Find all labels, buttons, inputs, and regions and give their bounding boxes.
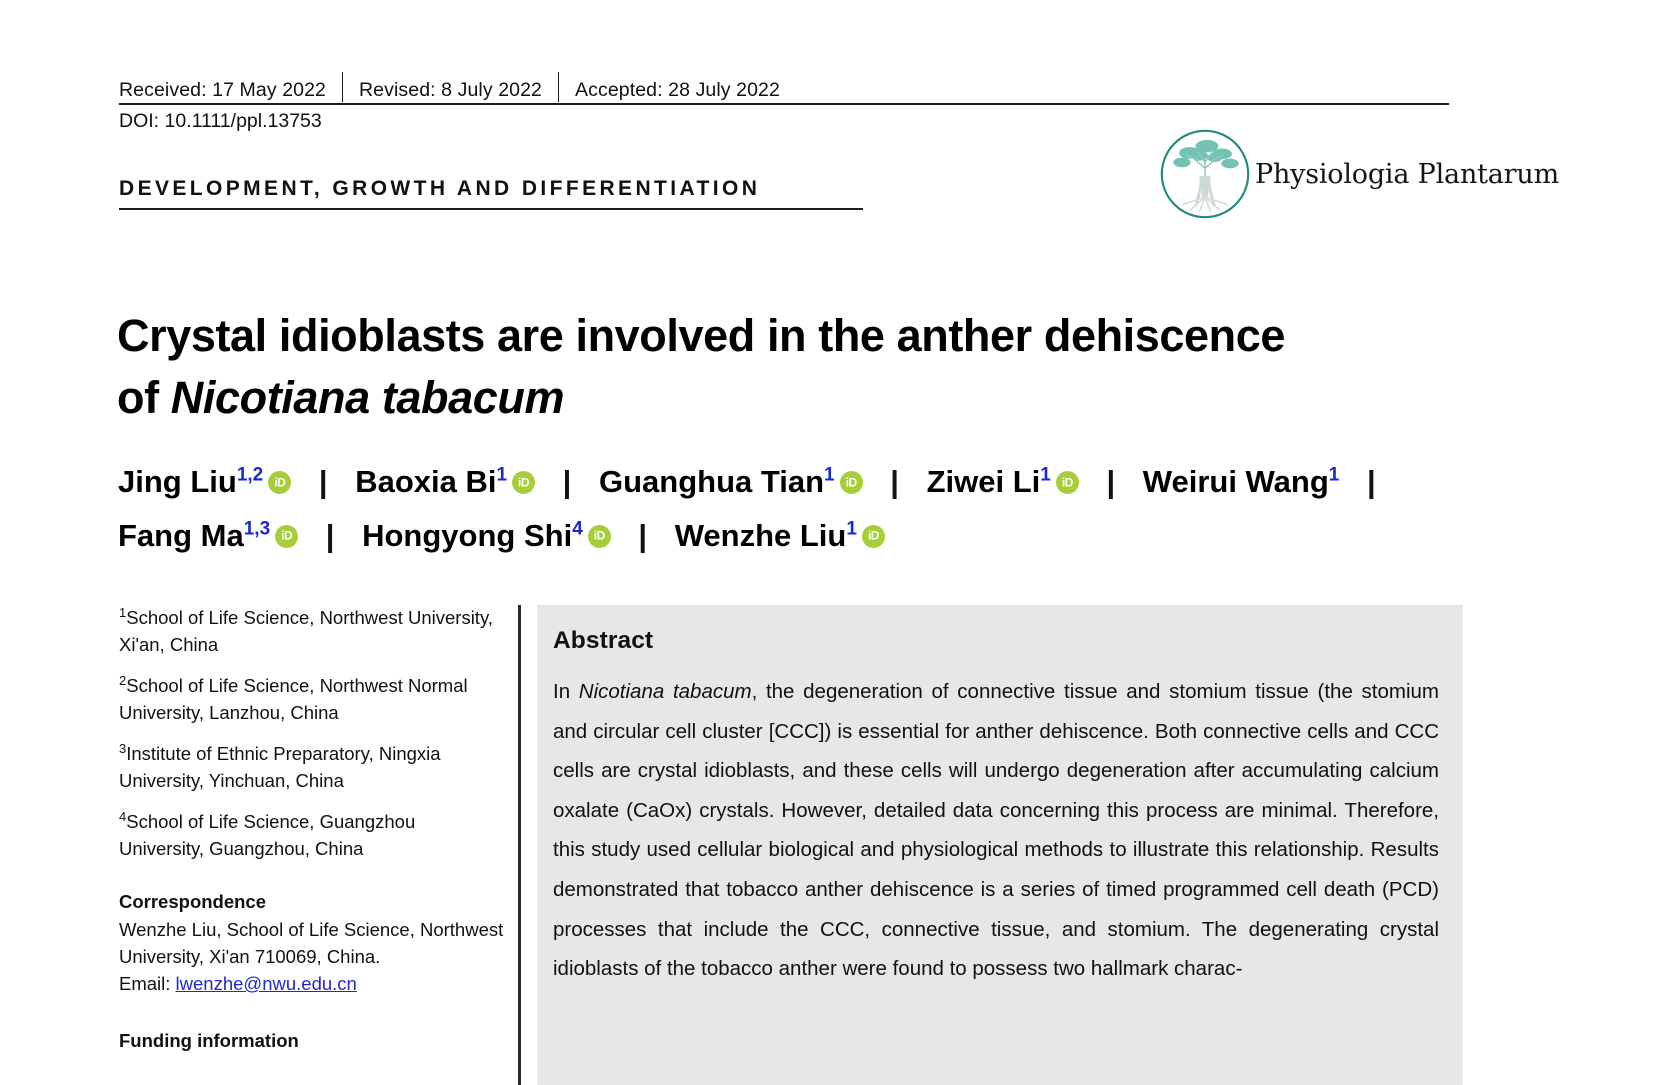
author-row-2: Fang Ma1,3 | Hongyong Shi4 | Wenzhe Liu1 [118,505,1448,558]
abstract-intro: In [553,680,579,703]
email-link[interactable]: lwenzhe@nwu.edu.cn [175,973,357,994]
author-separator: | [325,517,335,553]
author-affiliation-sup: 1,3 [243,518,271,540]
author-affiliation-sup: 4 [572,518,583,540]
orcid-icon[interactable] [275,524,299,548]
affiliation-item: 3Institute of Ethnic Preparatory, Ningxi… [119,740,504,794]
journal-logo: Physiologia Plantarum [1157,124,1559,224]
affiliation-text: Institute of Ethnic Preparatory, Ningxia… [119,743,441,791]
affiliation-number: 3 [119,740,127,756]
author-separator: | [638,517,648,553]
author-name: Jing Liu [118,464,237,500]
author-name: Wenzhe Liu [674,517,847,553]
article-section-label: DEVELOPMENT, GROWTH AND DIFFERENTIATION [119,177,761,200]
received-date: Received: 17 May 2022 [119,79,326,101]
abstract-heading: Abstract [553,627,654,654]
title-species: Nicotiana tabacum [170,372,565,424]
author-separator: | [890,464,899,500]
author-affiliation-sup: 1 [496,465,508,486]
affiliation-item: 4School of Life Science, Guangzhou Unive… [119,808,504,862]
affiliation-text: School of Life Science, Guangzhou Univer… [119,811,416,859]
orcid-icon[interactable] [587,524,611,548]
affiliation-number: 4 [119,808,127,824]
abstract-body: , the degeneration of connective tissue … [553,680,1439,981]
email-label: Email: [119,973,176,994]
date-divider [558,72,560,102]
section-label-rule [119,208,863,210]
author-hongyong-shi[interactable]: Hongyong Shi4 [362,518,611,553]
funding-heading: Funding information [119,1030,299,1051]
author-affiliation-sup: 1 [824,465,835,486]
affiliation-text: School of Life Science, Northwest Univer… [119,607,493,655]
correspondence-body: Wenzhe Liu, School of Life Science, Nort… [119,919,504,967]
author-name: Guanghua Tian [598,464,825,500]
author-jing-liu[interactable]: Jing Liu1,2 [118,464,292,500]
doi-text: DOI: 10.1111/ppl.13753 [119,110,322,132]
orcid-icon[interactable] [1055,471,1079,495]
author-affiliation-sup: 1,2 [236,465,264,486]
correspondence-email-line: Email: lwenzhe@nwu.edu.cn [119,970,504,997]
correspondence-heading: Correspondence [119,891,267,912]
author-separator: | [562,464,572,500]
affiliations-column: 1School of Life Science, Northwest Unive… [119,604,504,1054]
affiliation-text: School of Life Science, Northwest Normal… [119,675,468,723]
orcid-icon[interactable] [512,471,536,495]
orcid-icon[interactable] [839,471,863,495]
affiliation-item: 2School of Life Science, Northwest Norma… [119,672,504,726]
abstract-species: Nicotiana tabacum [578,680,752,703]
orcid-icon[interactable] [861,524,885,548]
author-name: Hongyong Shi [362,517,573,553]
author-row-1: Jing Liu1,2 | Baoxia Bi1 | Guanghua Tian… [118,452,1448,505]
affiliation-item: 1School of Life Science, Northwest Unive… [119,604,504,658]
abstract-box: Abstract In Nicotiana tabacum, the degen… [537,605,1463,1085]
author-name: Ziwei Li [926,464,1041,500]
abstract-text: In Nicotiana tabacum, the degeneration o… [553,672,1439,989]
author-ziwei-li[interactable]: Ziwei Li1 [927,464,1079,499]
author-separator: | [1366,464,1376,500]
journal-name: Physiologia Plantarum [1255,158,1559,190]
author-baoxia-bi[interactable]: Baoxia Bi1 [355,464,536,500]
abstract-left-rule [518,605,521,1085]
page-title: Crystal idioblasts are involved in the a… [117,305,1367,429]
author-guanghua-tian[interactable]: Guanghua Tian1 [599,464,863,499]
date-divider [341,72,343,102]
tree-with-roots-icon [1157,126,1253,222]
affiliation-number: 2 [119,672,127,688]
title-line-2-prefix: of [117,372,171,424]
header-rule [119,103,1449,105]
publication-dates: Received: 17 May 2022 Revised: 8 July 20… [119,68,1449,102]
orcid-icon[interactable] [268,471,292,495]
author-affiliation-sup: 1 [1040,465,1051,486]
author-wenzhe-liu[interactable]: Wenzhe Liu1 [675,518,885,553]
author-affiliation-sup: 1 [1328,465,1340,486]
author-name: Weirui Wang [1142,464,1329,500]
accepted-date: Accepted: 28 July 2022 [575,79,780,101]
author-weirui-wang[interactable]: Weirui Wang1 [1143,464,1340,499]
revised-date: Revised: 8 July 2022 [358,79,543,101]
title-line-1: Crystal idioblasts are involved in the a… [117,310,1285,362]
author-affiliation-sup: 1 [846,518,857,540]
author-name: Fang Ma [118,517,244,553]
author-separator: | [318,464,328,500]
author-separator: | [1106,464,1116,500]
author-name: Baoxia Bi [355,464,497,500]
author-fang-ma[interactable]: Fang Ma1,3 [118,517,299,553]
affiliation-number: 1 [119,604,127,620]
author-list: Jing Liu1,2 | Baoxia Bi1 | Guanghua Tian… [118,452,1448,559]
